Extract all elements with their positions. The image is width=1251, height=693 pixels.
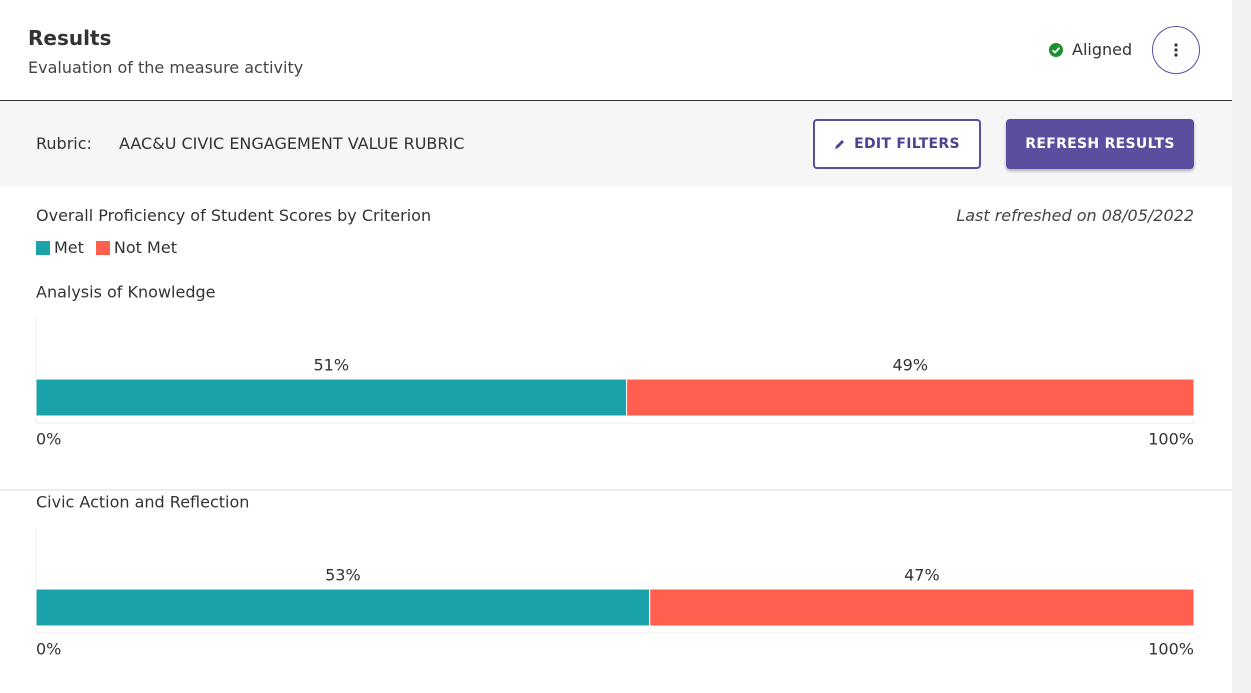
refresh-button[interactable]: REFRESH RESULTS <box>1006 119 1194 169</box>
check-icon <box>1049 42 1063 57</box>
value-label: 49% <box>893 356 929 375</box>
legend-label: Met <box>54 238 84 257</box>
divider <box>0 100 1232 101</box>
header-title: Results <box>28 26 112 50</box>
status-text: Aligned <box>1072 40 1133 59</box>
chart-title: Civic Action and Reflection <box>36 493 249 512</box>
legend-label: Not Met <box>113 238 177 257</box>
chart-title: Analysis of Knowledge <box>36 283 215 302</box>
scrollbar <box>1232 0 1251 693</box>
pencil-icon <box>835 140 845 149</box>
rubric-name: AAC&U CIVIC ENGAGEMENT VALUE RUBRIC <box>119 134 465 153</box>
status: Aligned <box>1048 40 1132 59</box>
bar-segment <box>35 588 651 627</box>
bar-segment <box>35 378 628 417</box>
x-tick-label: 0% <box>36 640 61 659</box>
button-text: EDIT FILTERS <box>854 136 960 152</box>
legend: Met Not Met <box>36 238 177 257</box>
refreshed-note: Last refreshed on 08/05/2022 <box>956 206 1194 225</box>
section-title: Overall Proficiency of Student Scores by… <box>36 206 432 225</box>
x-tick-label: 100% <box>1148 640 1194 659</box>
menu-icon <box>1174 43 1178 57</box>
edit-filters-button[interactable]: EDIT FILTERS <box>813 119 981 169</box>
header-subtitle: Evaluation of the measure activity <box>28 58 304 77</box>
bar-segment <box>626 378 1195 417</box>
menu-button[interactable] <box>1152 26 1200 74</box>
legend-item: Met <box>36 238 84 257</box>
x-tick-label: 100% <box>1148 430 1194 449</box>
button-text: REFRESH RESULTS <box>1025 136 1175 152</box>
value-label: 53% <box>325 566 361 585</box>
value-label: 47% <box>904 566 940 585</box>
legend-item: Not Met <box>95 238 177 257</box>
bar-segment <box>649 588 1195 627</box>
legend-swatch <box>36 240 50 255</box>
rubric-label: Rubric: <box>36 134 92 153</box>
legend-swatch <box>95 240 110 255</box>
x-tick-label: 0% <box>36 430 61 449</box>
value-label: 51% <box>314 356 350 375</box>
